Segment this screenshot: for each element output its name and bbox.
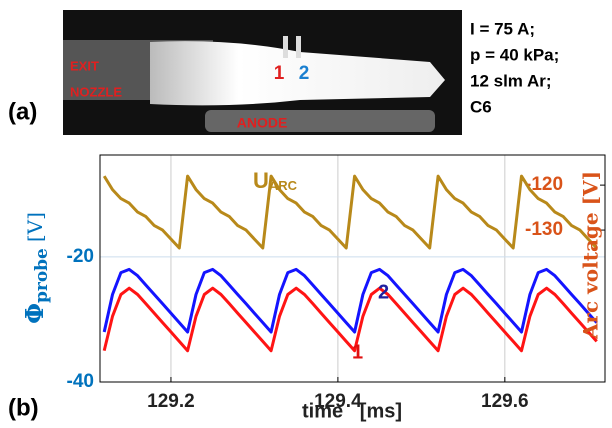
condition: I = 75 A; [470, 19, 535, 38]
condition: p = 40 kPa; [470, 45, 559, 64]
plot-frame [99, 154, 606, 383]
photo [63, 10, 462, 135]
probe-label: 2 [299, 63, 310, 84]
series-line [102, 174, 598, 250]
probe-label: 1 [274, 63, 285, 84]
photo-label: EXIT [70, 58, 99, 73]
photo-label: NOZZLE [70, 84, 122, 99]
panel-label: (b) [8, 394, 39, 421]
y-tick-label: -40 [67, 371, 94, 392]
y-axis-label-unit: [V] [23, 212, 47, 242]
y-tick-label: -20 [67, 246, 94, 267]
x-axis-label: time [ms] [302, 400, 402, 422]
y2-axis-label: Arc voltage [V] [579, 171, 603, 340]
photo-label: ANODE [237, 115, 288, 131]
condition: C6 [470, 97, 492, 116]
series-label: 2 [378, 281, 389, 303]
y2-tick-label: -130 [525, 219, 563, 240]
y2-tick-label: -120 [525, 174, 563, 195]
panel-label: (a) [8, 98, 37, 125]
series-line [102, 286, 598, 353]
x-tick-label: 129.2 [147, 391, 195, 412]
y-axis-label: Φprobe [V] [20, 212, 52, 324]
x-tick-label: 129.6 [481, 391, 529, 412]
y-axis-label-sub: probe [32, 248, 52, 303]
series-label: 1 [352, 341, 363, 363]
x-tick-label: 129.4 [314, 391, 362, 412]
series-label-sub: ARC [269, 178, 298, 193]
condition: 12 slm Ar; [470, 71, 552, 90]
y-axis-label-symbol: Φ [20, 303, 49, 324]
series-line [102, 267, 598, 334]
